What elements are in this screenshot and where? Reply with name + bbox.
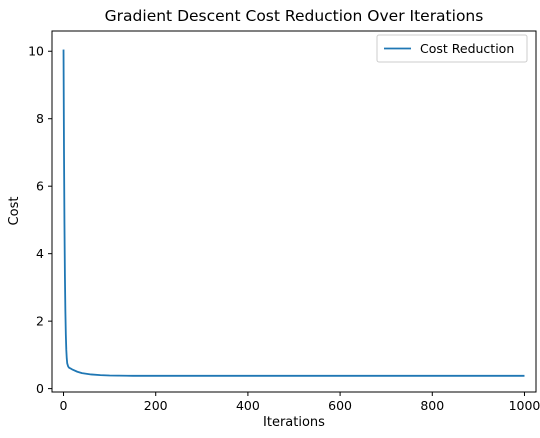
y-tick-label: 10 (28, 44, 44, 59)
y-tick-label: 0 (36, 381, 44, 396)
chart-title: Gradient Descent Cost Reduction Over Ite… (105, 7, 484, 25)
series-line-cost-reduction (62, 49, 525, 377)
legend-box (376, 34, 528, 63)
x-tick-label: 1000 (509, 398, 540, 413)
x-axis-label: Iterations (263, 415, 325, 430)
x-tick-label: 800 (420, 398, 444, 413)
plot-frame (51, 30, 537, 393)
y-tick-label: 4 (36, 246, 44, 261)
legend-label-cost-reduction: Cost Reduction (420, 41, 514, 56)
y-axis-label: Cost (7, 197, 22, 226)
x-tick-label: 400 (236, 398, 260, 413)
y-tick-label: 8 (36, 111, 44, 126)
y-axis-ticks: 0 2 4 6 8 10 (28, 44, 52, 396)
x-axis-ticks: 0 200 400 600 800 1000 (60, 392, 540, 413)
x-tick-label: 200 (144, 398, 168, 413)
y-tick-label: 2 (36, 314, 44, 329)
x-tick-label: 0 (60, 398, 68, 413)
plot-area (51, 30, 537, 393)
legend: Cost Reduction (376, 34, 528, 63)
x-tick-label: 600 (328, 398, 352, 413)
y-tick-label: 6 (36, 179, 44, 194)
